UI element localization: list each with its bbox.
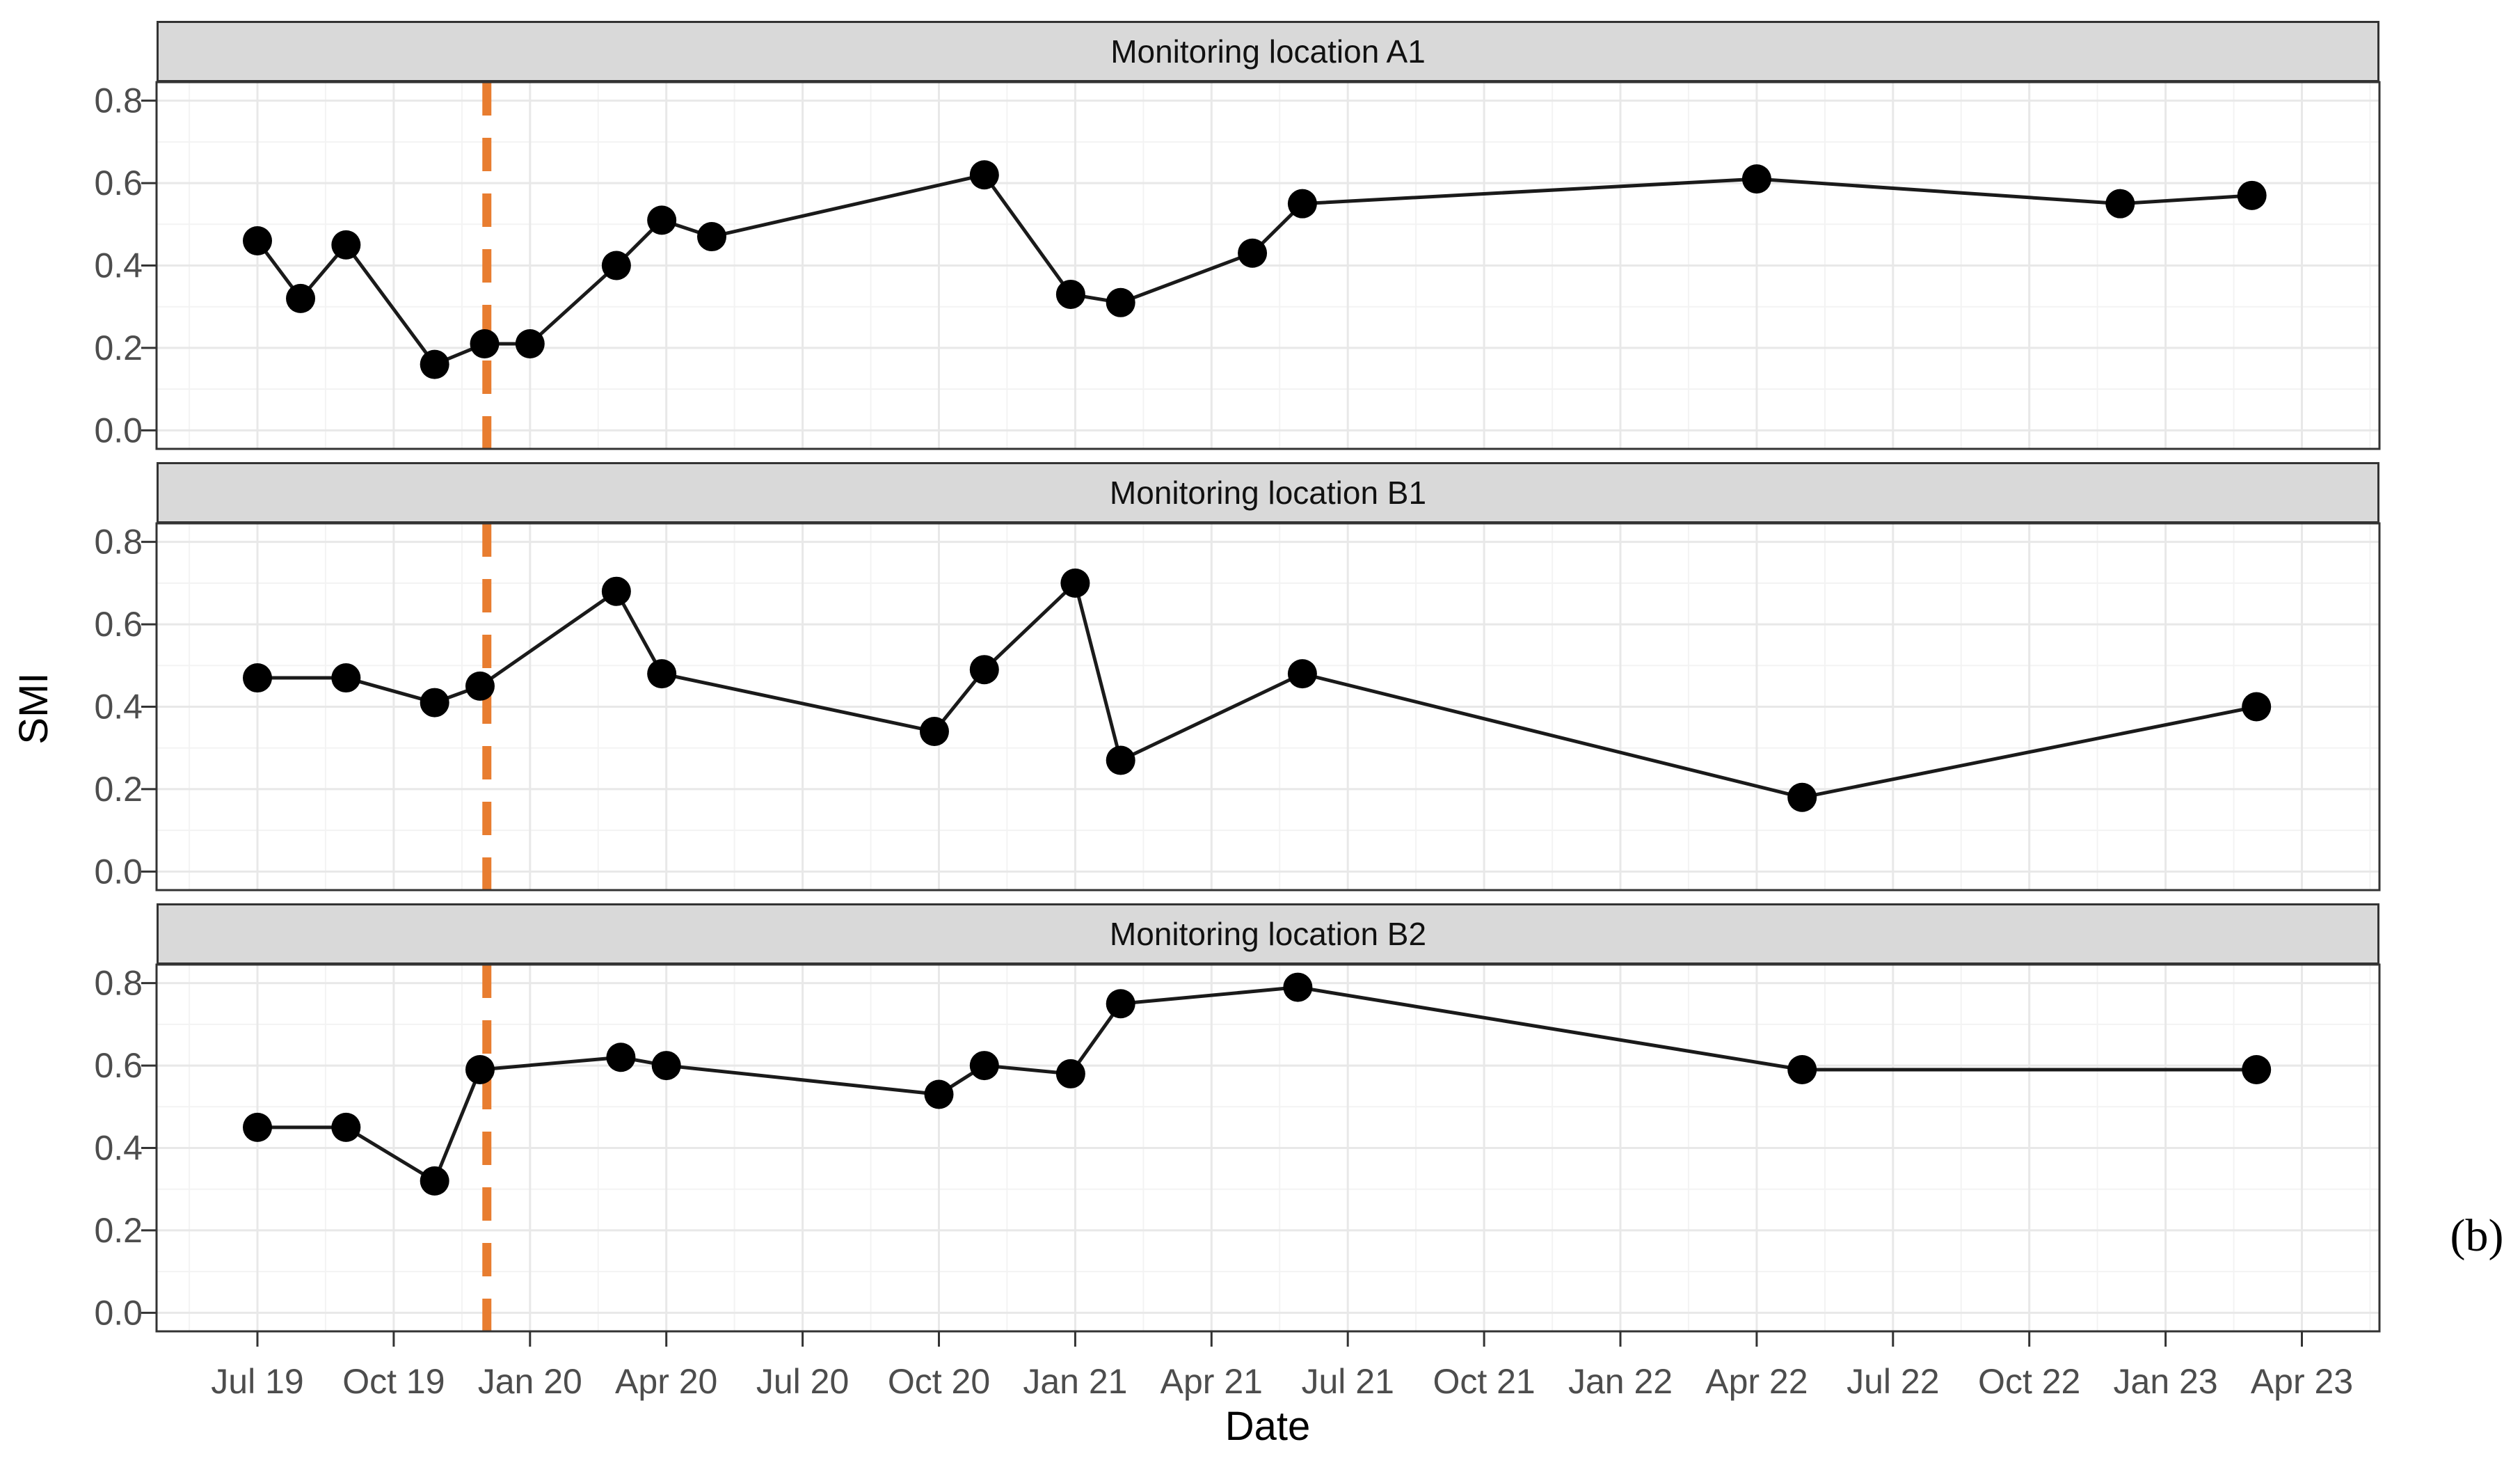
data-point (465, 1054, 495, 1084)
data-point (1106, 287, 1135, 317)
y-axis-title: SMI (11, 672, 56, 745)
data-point (2242, 692, 2272, 722)
data-point (601, 251, 631, 280)
data-point (2242, 1054, 2272, 1084)
x-tick-label: Oct 21 (1433, 1362, 1535, 1401)
facet-strip-b2: Monitoring location B2 (157, 903, 2379, 965)
data-point (420, 688, 449, 718)
y-tick-label: 0.2 (94, 1211, 143, 1250)
data-point (647, 659, 677, 689)
x-tick-label: Jul 20 (756, 1362, 849, 1401)
x-tick-label: Oct 22 (1978, 1362, 2080, 1401)
data-point (331, 663, 361, 693)
data-point (606, 1043, 636, 1072)
data-point (2237, 180, 2267, 210)
y-tick-label: 0.2 (94, 770, 143, 809)
data-point (1055, 279, 1085, 309)
data-point (924, 1079, 954, 1109)
facet-strip-b1: Monitoring location B1 (157, 462, 2379, 523)
figure-sublabel: (b) (2450, 1210, 2504, 1261)
data-point (1238, 238, 1268, 268)
y-tick-label: 0.8 (94, 81, 143, 120)
x-tick-label: Jul 22 (1847, 1362, 1939, 1401)
y-tick-label: 0.8 (94, 523, 143, 562)
data-point (969, 1051, 999, 1081)
x-tick-label: Oct 19 (342, 1362, 445, 1401)
x-axis-title: Date (1225, 1404, 1311, 1449)
data-point (1106, 989, 1135, 1019)
y-tick-label: 0.2 (94, 328, 143, 367)
y-tick-label: 0.4 (94, 688, 143, 727)
data-point (1741, 164, 1771, 194)
x-tick-label: Apr 23 (2251, 1362, 2353, 1401)
y-tick-label: 0.8 (94, 964, 143, 1003)
y-tick-label: 0.6 (94, 1046, 143, 1085)
data-point (1787, 782, 1817, 812)
data-point (286, 283, 316, 313)
data-point (331, 230, 361, 260)
data-point (697, 222, 726, 252)
x-tick-label: Apr 22 (1705, 1362, 1808, 1401)
data-point (515, 329, 545, 359)
data-point (1287, 189, 1317, 219)
y-tick-label: 0.0 (94, 1293, 143, 1332)
x-tick-label: Jan 20 (478, 1362, 582, 1401)
x-axis: Jul 19 Oct 19 Jan 20 Apr 20 Jul 20 Oct 20 Jan … (211, 1331, 2353, 1401)
data-point (1787, 1054, 1817, 1084)
facet-panel-0: 0.0 0.2 0.4 0.6 0.8 (94, 81, 2381, 450)
data-point (420, 349, 449, 379)
y-tick-label: 0.4 (94, 246, 143, 285)
data-point (1283, 972, 1313, 1002)
x-tick-label: Jan 21 (1023, 1362, 1127, 1401)
x-tick-label: Jul 19 (211, 1362, 303, 1401)
facet-panel-2: 0.0 0.2 0.4 0.6 0.8 (94, 963, 2381, 1333)
x-tick-label: Jul 21 (1301, 1362, 1394, 1401)
data-point (969, 655, 999, 685)
data-point (331, 1112, 361, 1142)
y-tick-label: 0.0 (94, 852, 143, 891)
x-tick-label: Jan 22 (1568, 1362, 1673, 1401)
y-tick-label: 0.0 (94, 411, 143, 450)
facet-title-b2: Monitoring location B2 (1109, 916, 1427, 952)
data-point (243, 1112, 272, 1142)
x-tick-label: Oct 20 (888, 1362, 990, 1401)
data-point (969, 160, 999, 190)
data-point (470, 329, 500, 359)
facet-title-b1: Monitoring location B1 (1109, 475, 1427, 511)
data-point (1055, 1059, 1085, 1088)
y-tick-label: 0.6 (94, 164, 143, 203)
x-tick-label: Jan 23 (2114, 1362, 2218, 1401)
y-tick-label: 0.6 (94, 605, 143, 644)
facet-panel-1: 0.0 0.2 0.4 0.6 0.8 (94, 522, 2381, 892)
x-tick-label: Apr 21 (1161, 1362, 1263, 1401)
data-point (465, 671, 495, 701)
data-point (420, 1166, 449, 1196)
data-point (1106, 745, 1135, 775)
data-point (1060, 568, 1090, 598)
facet-title-a1: Monitoring location A1 (1110, 33, 1426, 70)
data-point (2105, 189, 2135, 219)
data-point (243, 225, 272, 255)
data-point (647, 205, 677, 235)
data-point (919, 717, 949, 747)
x-tick-label: Apr 20 (615, 1362, 717, 1401)
data-point (1287, 659, 1317, 689)
data-point (243, 663, 272, 693)
y-tick-label: 0.4 (94, 1129, 143, 1168)
data-point (601, 576, 631, 606)
facet-strip-a1: Monitoring location A1 (157, 21, 2379, 82)
data-point (651, 1051, 681, 1081)
